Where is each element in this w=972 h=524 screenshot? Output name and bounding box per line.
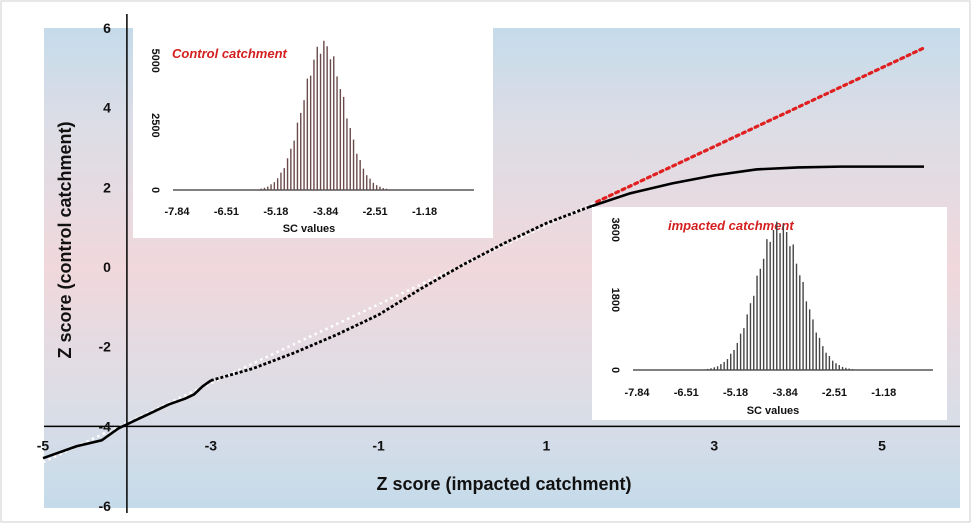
y-tick-label: 2 <box>103 179 111 195</box>
x-tick-label: 3 <box>710 437 718 453</box>
y-tick-label: -6 <box>98 498 111 514</box>
inset-y-tick-label: 2500 <box>149 113 161 137</box>
observed-line-low <box>42 379 212 460</box>
inset-control-catchment: Control catchment SC values 0 2500 5000 -7.… <box>133 27 493 238</box>
x-tick-label: -5 <box>37 437 50 453</box>
reference-line-upper <box>595 46 926 204</box>
observed-line-high <box>587 165 924 209</box>
y-tick-label: -4 <box>98 418 111 434</box>
x-tick-label: -3 <box>205 437 218 453</box>
observed-line-mid <box>210 205 589 382</box>
y-tick-label: 4 <box>103 100 111 116</box>
inset-x-tick-label: -2.51 <box>822 387 847 399</box>
inset-y-tick-label: 3600 <box>609 218 621 242</box>
inset-y-tick-label: 1800 <box>609 288 621 312</box>
inset-x-tick-label: -5.18 <box>263 206 288 218</box>
y-tick-label: 6 <box>103 20 111 36</box>
inset-x-tick-label: -2.51 <box>363 206 388 218</box>
inset-x-tick-label: -6.51 <box>214 206 239 218</box>
inset-y-tick-label: 0 <box>609 367 621 373</box>
y-tick-label: -2 <box>98 339 111 355</box>
inset-x-tick-label: -3.84 <box>773 387 799 399</box>
inset-impacted-catchment: impacted catchment SC values 0 1800 3600 -7… <box>592 207 947 420</box>
main-plot: -6 -4 -2 0 2 4 6 -5 -3 -1 1 3 5 <box>37 14 960 514</box>
inset-control-background <box>133 27 493 238</box>
inset-control-title: Control catchment <box>172 46 288 61</box>
x-tick-label: -1 <box>372 437 385 453</box>
x-axis-label: Z score (impacted catchment) <box>376 474 631 494</box>
y-axis-title: Z score (control catchment) <box>55 121 75 358</box>
inset-x-tick-label: -7.84 <box>624 387 650 399</box>
x-tick-label: 1 <box>543 437 551 453</box>
inset-x-tick-label: -1.18 <box>871 387 896 399</box>
inset-control-xlabel: SC values <box>283 223 336 235</box>
inset-x-tick-label: -1.18 <box>412 206 437 218</box>
y-axis-label: Z score (control catchment) <box>55 121 75 358</box>
inset-impacted-title: impacted catchment <box>668 218 794 233</box>
inset-x-tick-label: -5.18 <box>723 387 748 399</box>
inset-y-tick-label: 5000 <box>149 48 161 72</box>
x-tick-label: 5 <box>878 437 886 453</box>
inset-x-tick-label: -6.51 <box>674 387 699 399</box>
inset-y-tick-label: 0 <box>149 187 161 193</box>
y-tick-label: 0 <box>103 259 111 275</box>
inset-x-tick-label: -3.84 <box>313 206 339 218</box>
inset-x-tick-label: -7.84 <box>164 206 190 218</box>
inset-impacted-xlabel: SC values <box>747 405 800 417</box>
